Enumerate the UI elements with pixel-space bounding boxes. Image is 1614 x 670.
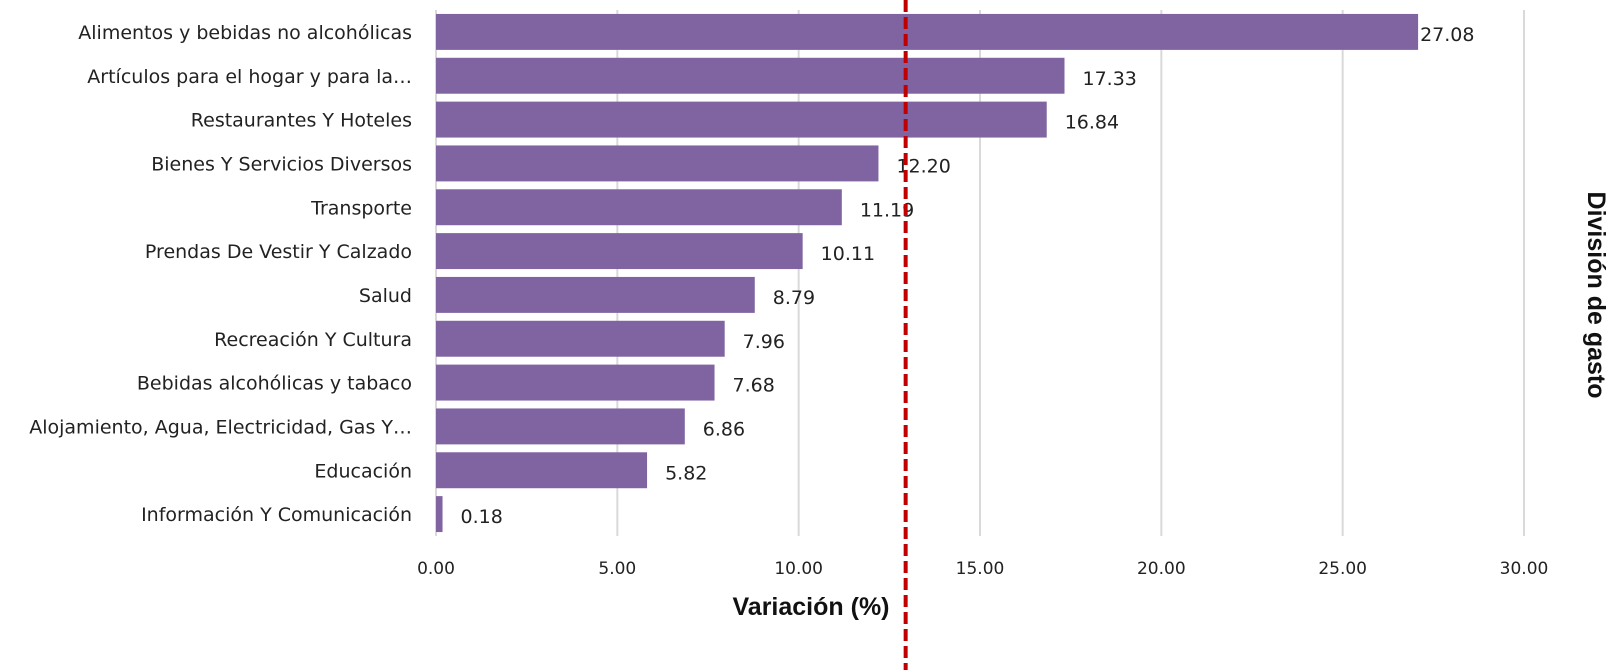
value-label: 27.08 bbox=[1420, 24, 1474, 46]
value-label: 0.18 bbox=[461, 506, 503, 528]
bar bbox=[436, 14, 1418, 50]
bar bbox=[436, 452, 647, 488]
bar bbox=[436, 496, 443, 532]
bar bbox=[436, 189, 842, 225]
bar bbox=[436, 233, 803, 269]
value-label: 7.68 bbox=[733, 375, 775, 397]
bars bbox=[436, 14, 1418, 532]
value-label: 5.82 bbox=[665, 462, 707, 484]
x-axis-title: Variación (%) bbox=[733, 593, 890, 621]
x-tick-label: 30.00 bbox=[1500, 559, 1549, 579]
bar bbox=[436, 145, 878, 181]
x-tick-label: 15.00 bbox=[956, 559, 1005, 579]
bar bbox=[436, 277, 755, 313]
category-label: Artículos para el hogar y para la… bbox=[87, 66, 412, 88]
category-label: Información Y Comunicación bbox=[141, 504, 412, 526]
category-label: Bienes Y Servicios Diversos bbox=[151, 153, 412, 175]
x-tick-label: 20.00 bbox=[1137, 559, 1186, 579]
category-label: Recreación Y Cultura bbox=[214, 329, 412, 351]
category-label: Alimentos y bebidas no alcohólicas bbox=[78, 22, 412, 44]
category-label: Prendas De Vestir Y Calzado bbox=[145, 241, 412, 263]
category-label: Bebidas alcohólicas y tabaco bbox=[137, 373, 412, 395]
category-label: Transporte bbox=[310, 197, 412, 219]
category-label: Restaurantes Y Hoteles bbox=[191, 110, 412, 132]
bar bbox=[436, 58, 1065, 94]
x-tick-labels: 0.00 5.00 10.00 15.00 20.00 25.00 30.00 bbox=[417, 559, 1548, 579]
x-tick-label: 25.00 bbox=[1318, 559, 1367, 579]
value-label: 8.79 bbox=[773, 287, 815, 309]
category-label: Salud bbox=[359, 285, 412, 307]
category-labels: Alimentos y bebidas no alcohólicas Artícu… bbox=[29, 22, 412, 526]
category-label: Alojamiento, Agua, Electricidad, Gas Y… bbox=[29, 416, 412, 438]
bar bbox=[436, 102, 1047, 138]
x-tick-label: 5.00 bbox=[598, 559, 636, 579]
bar bbox=[436, 365, 715, 401]
category-label: Educación bbox=[314, 460, 412, 482]
bar bbox=[436, 408, 685, 444]
value-label: 6.86 bbox=[703, 418, 745, 440]
y-axis-title: División de gasto bbox=[1582, 192, 1610, 399]
value-label: 7.96 bbox=[743, 331, 785, 353]
value-label: 10.11 bbox=[821, 243, 875, 265]
bar bbox=[436, 321, 725, 357]
value-label: 16.84 bbox=[1065, 112, 1119, 134]
x-tick-label: 10.00 bbox=[774, 559, 823, 579]
value-label: 17.33 bbox=[1083, 68, 1137, 90]
x-tick-label: 0.00 bbox=[417, 559, 455, 579]
